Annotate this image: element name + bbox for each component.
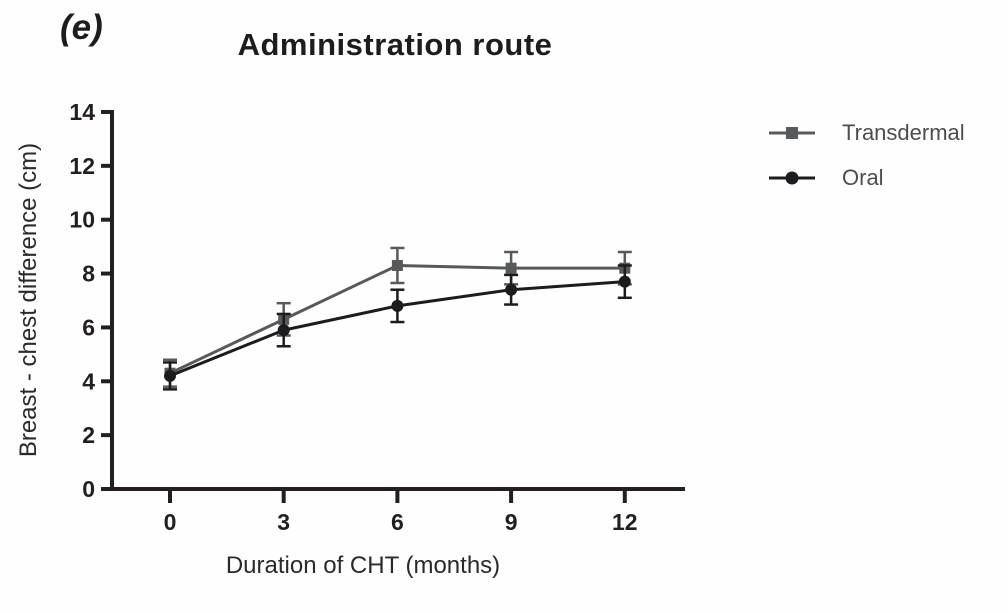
marker-square-transdermal [505,262,517,274]
y-tick-label: 12 [69,153,95,179]
y-tick-label: 6 [82,314,95,340]
y-tick-label: 4 [82,368,95,394]
oral-circle-icon [769,171,815,185]
marker-circle-oral [391,299,404,312]
y-tick-label: 2 [82,422,95,448]
y-axis-label: Breast - chest difference (cm) [15,143,42,457]
y-tick-label: 8 [82,261,95,287]
marker-circle-oral [164,369,176,382]
y-tick-label: 14 [69,99,95,125]
legend-item-transdermal: Transdermal [768,118,965,148]
x-tick-label: 12 [612,509,638,535]
panel-label: (e) [60,8,103,47]
x-tick-label: 3 [277,509,290,535]
marker-circle-oral [505,283,518,296]
legend-item-oral: Oral [768,163,965,193]
x-tick-label: 9 [505,509,518,535]
x-tick-label: 6 [391,509,404,535]
legend: Transdermal Oral [768,118,965,208]
marker-circle-oral [277,324,290,337]
x-axis-label: Duration of CHT (months) [226,552,500,579]
chart-title: Administration route [237,27,553,62]
y-tick-label: 0 [82,476,95,502]
marker-circle-oral [618,275,631,288]
x-tick-label: 0 [164,509,177,535]
transdermal-square-icon [769,127,815,139]
y-tick-label: 10 [69,207,95,233]
legend-label-transdermal: Transdermal [842,120,965,145]
marker-square-transdermal [391,259,403,271]
legend-label-oral: Oral [842,165,884,190]
